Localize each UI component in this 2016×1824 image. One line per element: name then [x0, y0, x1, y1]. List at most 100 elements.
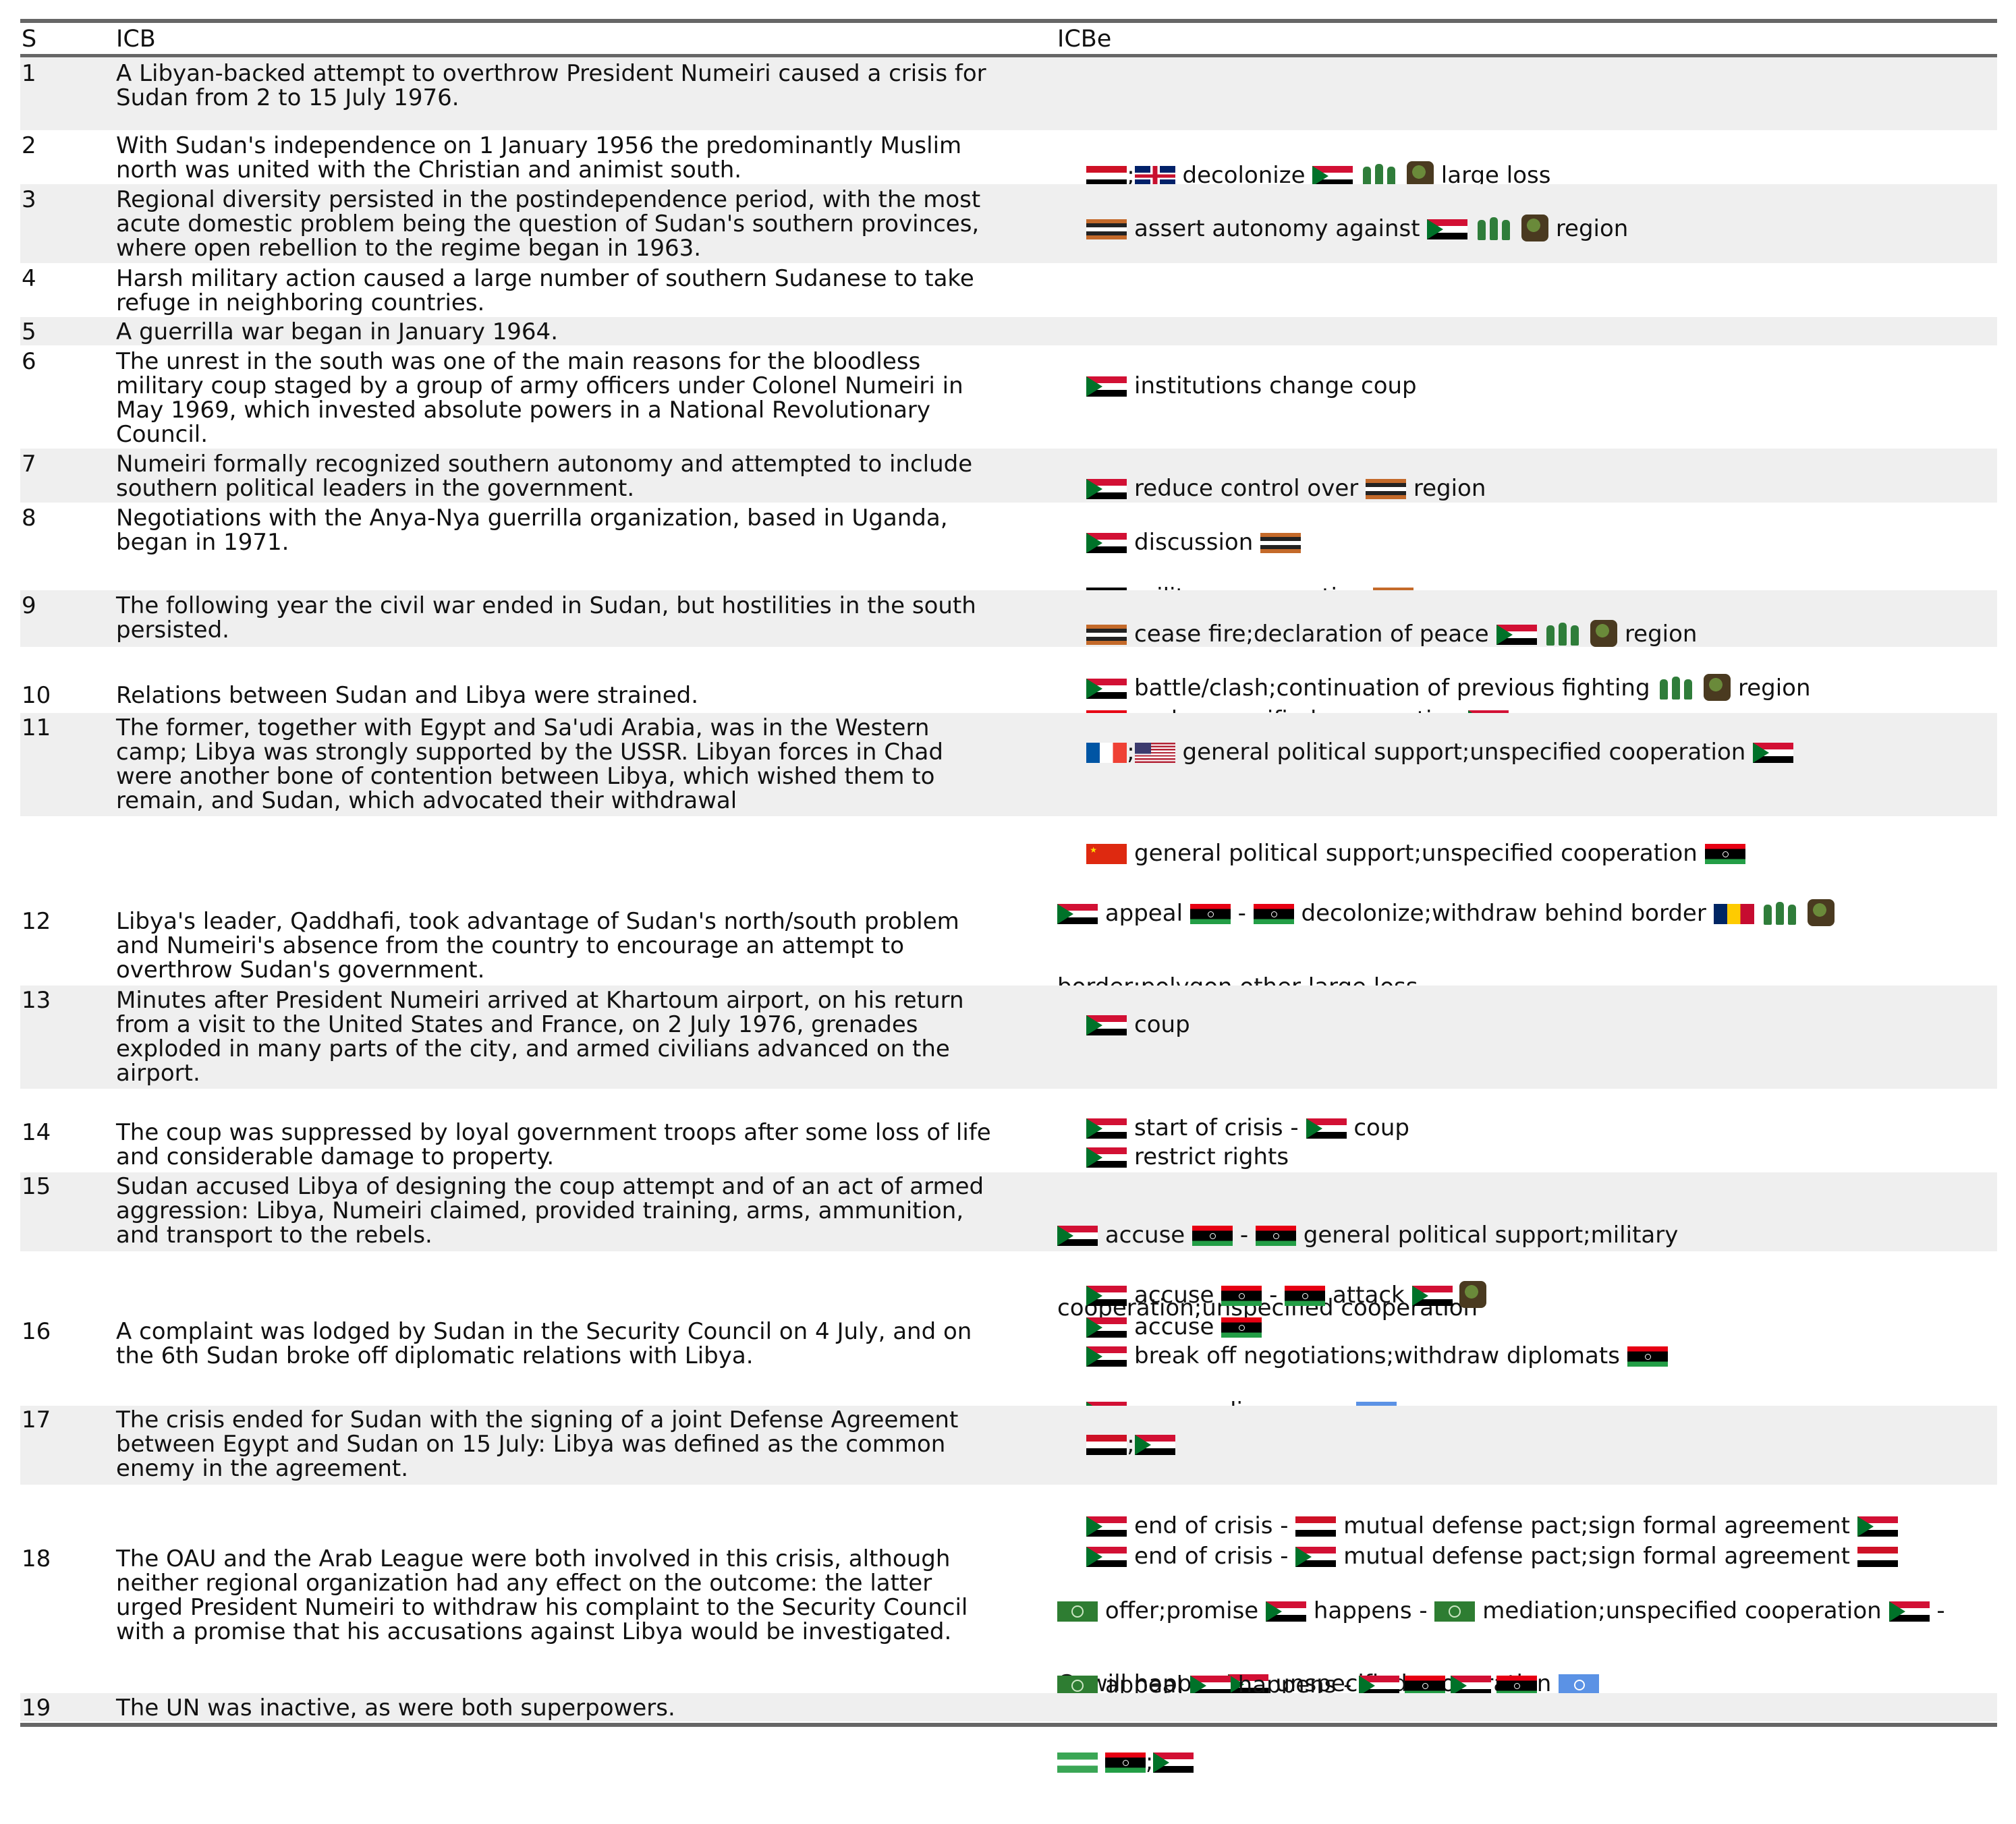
libya-flag-icon	[1192, 1226, 1233, 1246]
icbe-event: reduce control over region	[1057, 452, 1486, 525]
sudan-flag-icon	[1057, 1226, 1098, 1246]
row-number: 15	[22, 1173, 51, 1200]
sudan-flag-icon	[1086, 1346, 1127, 1367]
table-row	[20, 184, 1997, 263]
sudan-flag-icon	[1359, 1676, 1400, 1696]
row-number: 12	[22, 908, 51, 935]
sudan-flag-icon	[1086, 1317, 1127, 1338]
libya-flag-icon	[1255, 1226, 1296, 1246]
sudan-flag-icon	[1451, 1676, 1492, 1696]
row-number: 16	[22, 1318, 51, 1345]
table-row	[20, 1693, 1997, 1721]
egypt-flag-icon	[1857, 1547, 1898, 1567]
row-number: 2	[22, 132, 36, 159]
icb-text: The coup was suppressed by loyal governm…	[116, 1119, 991, 1170]
libya-flag-icon	[1221, 1286, 1262, 1306]
sudan-flag-icon	[1295, 1547, 1337, 1567]
row-number: 19	[22, 1694, 51, 1721]
header-icb: ICB	[116, 26, 156, 53]
icb-text: A complaint was lodged by Sudan in the S…	[116, 1318, 972, 1369]
icb-text: The UN was inactive, as were both superp…	[116, 1694, 675, 1721]
egypt-flag-icon	[1295, 1516, 1337, 1537]
sudan-flag-icon	[1753, 743, 1794, 763]
icb-text: The OAU and the Arab League were both in…	[116, 1545, 968, 1645]
row-number: 8	[22, 505, 36, 532]
china-flag-icon: ★	[1086, 844, 1127, 864]
sudan-flag-icon	[1496, 625, 1537, 645]
sudan-flag-icon	[1086, 533, 1127, 553]
soldiers-icon	[1657, 675, 1696, 701]
header-icbe: ICBe	[1057, 26, 1112, 53]
france-flag-icon	[1086, 743, 1127, 763]
icbe-event: accuse	[1057, 1290, 1262, 1363]
sudan-flag-icon	[1266, 1601, 1307, 1622]
libya-flag-icon	[1496, 1676, 1538, 1696]
row-number: 13	[22, 987, 51, 1014]
sudan-flag-icon	[1086, 479, 1127, 499]
icbe-event: accuse - attack	[1057, 1257, 1487, 1332]
mauritania-flag-icon	[1057, 1752, 1098, 1773]
sudan-flag-icon	[1086, 1015, 1127, 1035]
icb-text: Regional diversity persisted in the post…	[116, 186, 981, 262]
libya-flag-icon	[1704, 844, 1745, 864]
sudan-flag-icon	[1427, 219, 1468, 239]
libya-flag-icon	[1189, 904, 1231, 924]
globe-icon	[1406, 161, 1434, 188]
icb-text: Relations between Sudan and Libya were s…	[116, 682, 699, 709]
icbe-event: discussion	[1057, 506, 1301, 579]
table-row	[20, 1172, 1997, 1251]
soldiers-icon	[1544, 621, 1583, 647]
globe-icon	[1704, 674, 1731, 701]
uk-flag-icon	[1134, 166, 1175, 186]
soldiers-icon	[1360, 163, 1399, 188]
header-s: S	[22, 26, 37, 53]
globe-icon	[1459, 1281, 1487, 1308]
table-row	[20, 986, 1997, 1089]
icb-text: Numeiri formally recognized southern aut…	[116, 451, 973, 502]
table-row	[20, 57, 1997, 130]
sudan-flag-icon	[1086, 679, 1127, 699]
header-rule	[20, 54, 1997, 57]
icb-text: Libya's leader, Qaddhafi, took advantage…	[116, 908, 959, 984]
icbe-event: start of crisis - coup	[1057, 1091, 1409, 1164]
icb-text: Harsh military action caused a large num…	[116, 265, 974, 316]
row-number: 11	[22, 714, 51, 741]
chad-flag-icon	[1713, 904, 1754, 924]
arab-league-flag-icon	[1057, 1601, 1098, 1622]
sudan-flag-icon	[1857, 1516, 1898, 1537]
globe-icon	[1808, 899, 1835, 926]
icb-text: A Libyan-backed attempt to overthrow Pre…	[116, 60, 986, 111]
row-number: 1	[22, 60, 36, 87]
usa-flag-icon	[1134, 743, 1175, 763]
icbe-event: ; decolonize large loss	[1057, 137, 1550, 212]
icb-text: The crisis ended for Sudan with the sign…	[116, 1406, 959, 1482]
bottom-rule	[20, 1723, 1997, 1727]
sudan-flag-icon	[1086, 1516, 1127, 1537]
row-number: 17	[22, 1406, 51, 1433]
row-number: 14	[22, 1119, 51, 1146]
libya-flag-icon	[1627, 1346, 1668, 1367]
sudan-flag-icon	[1057, 904, 1098, 924]
table-row	[20, 590, 1997, 647]
libya-flag-icon	[1221, 1317, 1262, 1338]
anya-nya-flag-icon	[1086, 625, 1127, 645]
row-number: 9	[22, 592, 36, 619]
soldiers-icon	[1761, 901, 1800, 926]
table-row	[20, 449, 1997, 503]
icbe-event: accuse - general political support;milit…	[1057, 1222, 1679, 1321]
icb-text: Minutes after President Numeiri arrived …	[116, 987, 964, 1087]
icb-text: The former, together with Egypt and Sa'u…	[116, 714, 943, 814]
libya-flag-icon	[1253, 904, 1294, 924]
row-number: 4	[22, 265, 36, 292]
sudan-flag-icon	[1312, 166, 1353, 186]
icbe-event: assert autonomy against region	[1057, 190, 1628, 266]
sudan-flag-icon	[1134, 1435, 1175, 1455]
sudan-flag-icon	[1153, 1752, 1194, 1773]
icb-text: The unrest in the south was one of the m…	[116, 348, 963, 448]
sudan-flag-icon	[1189, 1676, 1231, 1696]
egypt-flag-icon	[1086, 1435, 1127, 1455]
globe-icon	[1521, 215, 1548, 241]
top-rule	[20, 19, 1997, 23]
row-number: 7	[22, 451, 36, 478]
icbe-event: ;	[1057, 1408, 1175, 1481]
